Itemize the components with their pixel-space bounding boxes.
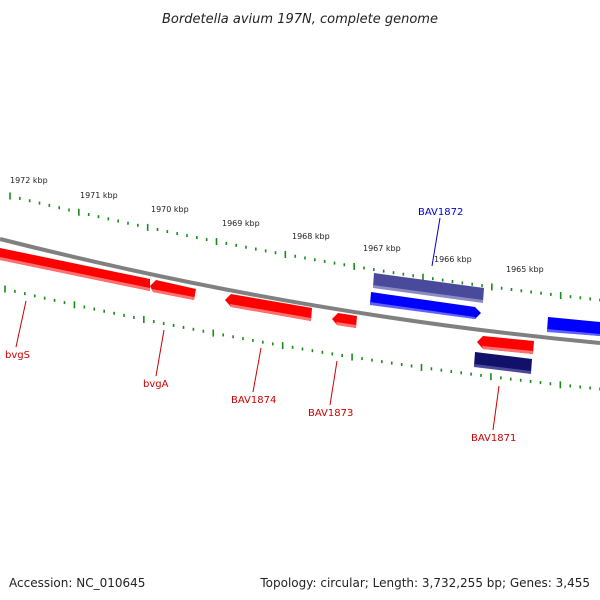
leader-bvgS	[15, 300, 27, 348]
gene-label-BAV1872[interactable]: BAV1872	[418, 207, 463, 218]
gene-blue-forward-1-shade	[370, 302, 475, 319]
gene-bvgA-shade	[152, 289, 194, 300]
gene-label-bvgS[interactable]: bvgS	[5, 350, 30, 361]
leader-BAV1871	[492, 385, 500, 431]
gene-labels: bvgS bvgA BAV1874 BAV1873 BAV1872 BAV187…	[5, 207, 516, 444]
gene-BAV1872[interactable]	[373, 273, 484, 302]
kbp-labels: 1972 kbp 1971 kbp 1970 kbp 1969 kbp 1968…	[10, 176, 544, 274]
gene-bvgS-shade	[0, 257, 150, 291]
gene-BAV1872-shade	[373, 285, 483, 303]
kbp-label-1968: 1968 kbp	[292, 232, 330, 241]
topology-text: Topology: circular; Length: 3,732,255 bp…	[259, 576, 590, 590]
kbp-label-1972: 1972 kbp	[10, 176, 48, 185]
gene-bvgA[interactable]	[150, 280, 196, 300]
accession-text: Accession: NC_010645	[9, 576, 145, 590]
reverse-strand-genes	[0, 248, 534, 354]
gene-label-BAV1874[interactable]: BAV1874	[231, 395, 276, 406]
kbp-label-1965: 1965 kbp	[506, 265, 544, 274]
kbp-label-1967: 1967 kbp	[363, 244, 401, 253]
kbp-label-1970: 1970 kbp	[151, 205, 189, 214]
kbp-label-1971: 1971 kbp	[80, 191, 118, 200]
gene-dark-blue-shade	[474, 364, 531, 374]
lower-tick-ring	[4, 285, 600, 391]
forward-strand-genes	[370, 273, 600, 374]
gene-label-BAV1873[interactable]: BAV1873	[308, 408, 353, 419]
gene-BAV1874-shade	[230, 304, 311, 321]
gene-label-bvgA[interactable]: bvgA	[143, 379, 169, 390]
gene-BAV1873-shade	[336, 322, 356, 328]
upper-tick-ring	[9, 192, 600, 302]
gene-blue-forward-2-shade	[547, 329, 600, 336]
leader-BAV1872	[431, 217, 441, 267]
leader-bvgA	[155, 329, 165, 377]
genome-backbone	[0, 237, 600, 345]
gene-blue-forward-1[interactable]	[370, 292, 481, 319]
kbp-label-1966: 1966 kbp	[434, 255, 472, 264]
gene-label-BAV1871[interactable]: BAV1871	[471, 433, 516, 444]
kbp-label-1969: 1969 kbp	[222, 219, 260, 228]
leader-BAV1874	[252, 347, 262, 393]
gene-BAV1871-shade	[482, 346, 533, 354]
gene-BAV1874[interactable]	[225, 294, 312, 321]
label-leaders	[15, 217, 500, 431]
map-title: Bordetella avium 197N, complete genome	[162, 12, 438, 27]
leader-BAV1873	[329, 360, 338, 406]
